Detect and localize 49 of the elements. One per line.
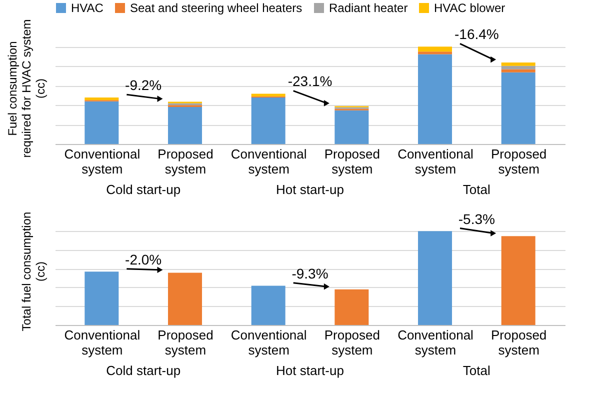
legend-label: HVAC [71, 1, 104, 15]
x-tick-label: Conventional system [398, 328, 474, 358]
x-tick-label: Conventional system [398, 146, 474, 176]
x-tick-label: Proposed system [491, 328, 547, 358]
bar [418, 231, 452, 325]
annotation: -2.0% [125, 251, 162, 268]
bar [418, 54, 452, 144]
text: Hot start-up [276, 363, 344, 378]
bar [418, 46, 452, 52]
bar [501, 66, 536, 70]
bar [84, 272, 119, 325]
bar [501, 62, 536, 66]
x-tick-label: Conventional system [64, 146, 140, 176]
annotation: -9.2% [125, 76, 162, 93]
bar [84, 98, 119, 100]
bar [168, 272, 202, 325]
bar [501, 236, 536, 325]
x-tick-label: Proposed system [158, 146, 214, 176]
bar [251, 98, 286, 144]
text: Cold start-up [106, 182, 181, 197]
text: Total [462, 182, 491, 197]
y-axis-title: Fuel consumption required for HVAC system (cc) [6, 19, 48, 158]
text: -5.3% [458, 210, 495, 227]
x-tick-label: Proposed system [491, 146, 547, 176]
x-tick-label: Conventional system [64, 328, 140, 358]
x-tick-label: Proposed system [324, 328, 380, 358]
text: -16.4% [454, 26, 499, 42]
x-tick-label: Proposed system [324, 146, 380, 176]
y-axis-title: Total fuel consumption (cc) [20, 212, 48, 332]
x-tick-label: Conventional system [230, 328, 307, 358]
text: Cold start-up [106, 363, 181, 378]
annotation: -9.3% [292, 265, 328, 282]
annotation: -23.1% [288, 73, 332, 90]
legend-label: Radiant heater [329, 1, 408, 15]
x-tick-label: Conventional system [230, 146, 307, 176]
bar [334, 289, 369, 325]
bar [84, 101, 119, 144]
bar [334, 110, 369, 144]
bar [501, 72, 536, 144]
legend-label: Seat and steering wheel heaters [130, 1, 302, 15]
text: Hot start-up [276, 182, 344, 197]
bar [418, 52, 452, 54]
x-tick-label: Proposed system [158, 328, 214, 358]
bar [168, 106, 202, 144]
bar [501, 69, 536, 72]
bar [251, 94, 286, 96]
legend-label: HVAC blower [434, 1, 506, 15]
bar [251, 286, 286, 325]
text: Total [462, 363, 491, 378]
